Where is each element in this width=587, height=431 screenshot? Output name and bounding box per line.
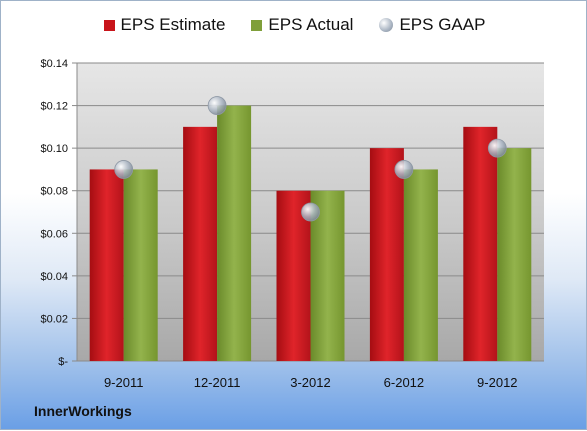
legend: EPS Estimate EPS Actual EPS GAAP bbox=[1, 15, 587, 35]
eps-estimate-bar bbox=[183, 126, 218, 361]
legend-item-eps-estimate: EPS Estimate bbox=[103, 15, 226, 35]
legend-item-eps-actual: EPS Actual bbox=[251, 15, 353, 35]
bars bbox=[89, 105, 532, 361]
y-tick-label: $0.10 bbox=[40, 143, 68, 155]
legend-item-eps-gaap: EPS GAAP bbox=[379, 15, 485, 35]
y-tick-label: $0.08 bbox=[40, 186, 68, 198]
y-tick-label: $0.14 bbox=[40, 58, 68, 70]
y-tick-label: $0.06 bbox=[40, 228, 68, 240]
eps-actual-bar bbox=[123, 169, 158, 361]
eps-estimate-bar bbox=[89, 169, 124, 361]
eps-gaap-marker bbox=[301, 202, 320, 222]
y-tick-label: $0.04 bbox=[40, 271, 68, 283]
legend-swatch-eps-estimate bbox=[103, 19, 115, 31]
legend-label-eps-estimate: EPS Estimate bbox=[120, 15, 226, 34]
x-tick-label: 9-2011 bbox=[104, 375, 144, 390]
brand-label: InnerWorkings bbox=[34, 403, 132, 419]
x-tick-label: 9-2012 bbox=[477, 375, 517, 390]
eps-gaap-marker bbox=[114, 160, 134, 179]
eps-actual-bar bbox=[403, 169, 438, 361]
eps-gaap-marker bbox=[394, 160, 414, 179]
eps-gaap-marker bbox=[487, 138, 507, 158]
eps-gaap-marker bbox=[207, 96, 227, 115]
gaap-markers bbox=[114, 96, 507, 222]
eps-actual-bar bbox=[217, 105, 252, 361]
legend-swatch-eps-actual bbox=[251, 19, 263, 31]
y-tick-label: $- bbox=[58, 356, 68, 368]
eps-estimate-bar bbox=[463, 126, 498, 361]
legend-label-eps-actual: EPS Actual bbox=[268, 15, 354, 34]
eps-estimate-bar bbox=[369, 148, 404, 361]
x-tick-label: 6-2012 bbox=[384, 375, 424, 390]
legend-label-eps-gaap: EPS GAAP bbox=[399, 15, 486, 34]
y-tick-label: $0.02 bbox=[40, 313, 68, 325]
x-tick-label: 3-2012 bbox=[290, 375, 330, 390]
y-axis-ticks: $- $0.02 $0.04 $0.06 $0.08 $0.10 $0.12 $0.14 bbox=[40, 58, 68, 368]
legend-swatch-eps-gaap bbox=[379, 18, 394, 32]
x-axis-ticks: 9-2011 12-2011 3-2012 6-2012 9-2012 bbox=[104, 375, 518, 390]
x-tick-label: 12-2011 bbox=[194, 375, 241, 390]
y-tick-label: $0.12 bbox=[40, 101, 68, 113]
eps-actual-bar bbox=[497, 148, 532, 361]
